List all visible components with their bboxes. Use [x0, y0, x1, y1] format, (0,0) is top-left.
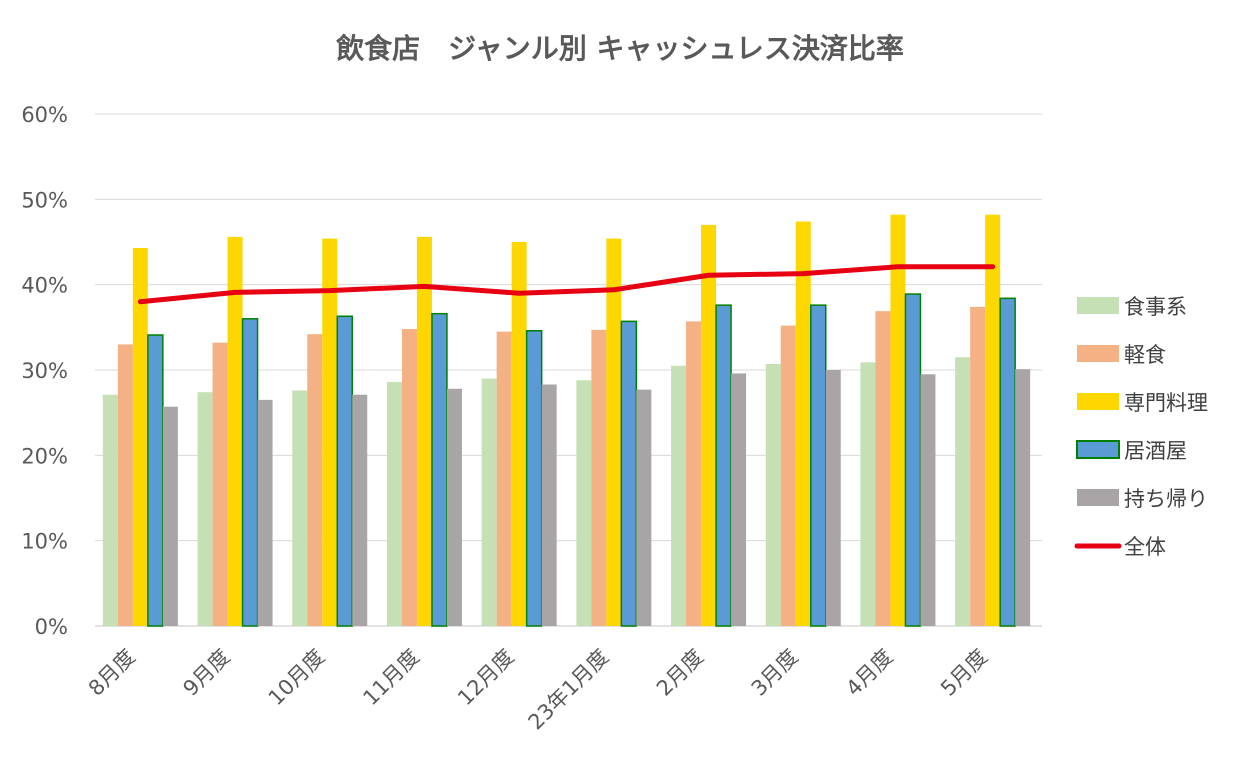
bar-専門料理	[795, 221, 811, 626]
bar-軽食	[970, 306, 986, 626]
bar-食事系	[102, 394, 118, 626]
bar-軽食	[686, 321, 702, 626]
bar-居酒屋	[336, 315, 353, 627]
bar-食事系	[671, 365, 687, 626]
y-tick-label: 30%	[21, 359, 68, 383]
x-tick-label: 11月度	[358, 645, 424, 711]
bar-軽食	[307, 334, 323, 626]
bar-専門料理	[416, 236, 432, 626]
bar-専門料理	[322, 238, 338, 626]
bar-専門料理	[606, 238, 622, 626]
bar-軽食	[496, 331, 512, 626]
bar-居酒屋	[147, 334, 164, 627]
bar-居酒屋	[810, 304, 827, 627]
bar-持ち帰り	[352, 394, 368, 626]
bar-食事系	[292, 390, 308, 626]
bar-軽食	[780, 325, 796, 626]
bar-軽食	[875, 311, 891, 626]
legend-label: 居酒屋	[1124, 439, 1187, 463]
bar-専門料理	[890, 214, 906, 626]
x-tick-label: 12月度	[453, 645, 519, 711]
total-line-layer	[137, 264, 996, 305]
bar-持ち帰り	[257, 399, 273, 626]
bar-居酒屋	[715, 304, 732, 627]
bar-持ち帰り	[920, 374, 936, 626]
bar-専門料理	[985, 214, 1001, 626]
bar-軽食	[591, 329, 607, 626]
bar-居酒屋	[620, 320, 638, 627]
legend-swatch-食事系	[1077, 297, 1119, 314]
bar-持ち帰り	[446, 388, 462, 626]
x-tick-label: 8月度	[84, 645, 140, 701]
bar-軽食	[401, 329, 417, 626]
bar-食事系	[197, 392, 213, 626]
bar-食事系	[955, 357, 971, 626]
legend-swatch-軽食	[1077, 345, 1119, 362]
legend-label: 食事系	[1124, 295, 1187, 319]
bar-食事系	[576, 380, 592, 626]
bar-専門料理	[227, 236, 243, 626]
bar-居酒屋	[904, 293, 922, 627]
legend-swatch-専門料理	[1077, 393, 1119, 410]
legend-label: 専門料理	[1124, 391, 1208, 415]
x-tick-label: 5月度	[936, 645, 992, 701]
total-line	[137, 264, 996, 305]
bar-持ち帰り	[1015, 369, 1031, 626]
bar-居酒屋	[999, 297, 1016, 627]
legend-label: 全体	[1124, 535, 1166, 559]
y-tick-label: 50%	[21, 188, 68, 212]
x-tick-label: 10月度	[264, 645, 330, 711]
bar-持ち帰り	[636, 389, 652, 626]
bar-専門料理	[511, 242, 527, 626]
bar-専門料理	[701, 224, 717, 626]
y-axis: 0% 10% 20% 30% 40% 50% 60%	[21, 103, 68, 639]
x-tick-label: 2月度	[652, 645, 708, 701]
y-tick-label: 40%	[21, 274, 68, 298]
y-tick-label: 10%	[21, 530, 68, 554]
legend-swatch-居酒屋	[1076, 440, 1120, 459]
x-tick-label: 3月度	[747, 645, 803, 701]
x-tick-label: 9月度	[178, 645, 234, 701]
bar-持ち帰り	[541, 384, 557, 626]
bar-食事系	[860, 362, 876, 626]
bar-居酒屋	[525, 329, 543, 627]
x-tick-label: 23年1月度	[524, 645, 614, 735]
bar-食事系	[765, 364, 781, 626]
bar-居酒屋	[431, 312, 448, 627]
legend-label: 持ち帰り	[1124, 487, 1208, 511]
legend-swatch-持ち帰り	[1077, 489, 1119, 506]
y-tick-label: 0%	[35, 615, 68, 639]
bar-専門料理	[132, 247, 148, 626]
legend-label: 軽食	[1124, 343, 1166, 367]
chart-title: 飲食店 ジャンル別 キャッシュレス決済比率	[336, 32, 904, 65]
bar-持ち帰り	[162, 406, 178, 626]
bar-軽食	[117, 344, 133, 626]
bar-食事系	[386, 381, 402, 626]
bar-持ち帰り	[731, 373, 747, 626]
bar-食事系	[481, 378, 497, 626]
y-tick-label: 20%	[21, 444, 68, 468]
y-tick-label: 60%	[21, 103, 68, 127]
bar-持ち帰り	[825, 370, 841, 626]
x-tick-label: 4月度	[841, 645, 897, 701]
bar-居酒屋	[241, 318, 259, 627]
x-axis: 8月度 9月度 10月度 11月度 12月度 23年1月度 2月度 3月度 4月度 5月度	[84, 645, 992, 735]
bars	[102, 214, 1031, 627]
bar-軽食	[212, 342, 228, 626]
